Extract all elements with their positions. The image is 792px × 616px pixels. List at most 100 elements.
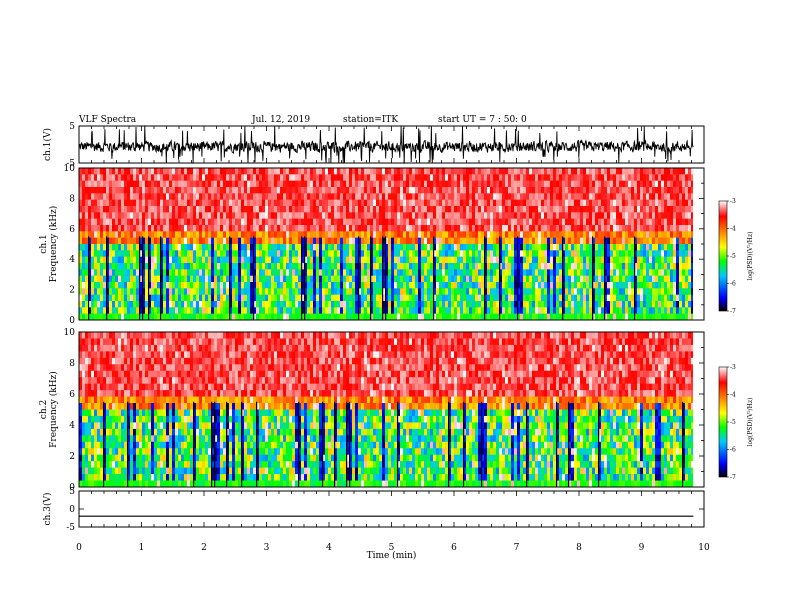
- spectrogram-cell: [556, 231, 559, 238]
- spectrogram-cell: [508, 257, 511, 264]
- spectrogram-cell: [529, 206, 532, 213]
- spectrogram-cell: [232, 288, 235, 295]
- spectrogram-cell: [523, 288, 526, 295]
- spectrogram-cell: [112, 301, 115, 308]
- spectrogram-cell: [175, 295, 178, 302]
- spectrogram-cell: [379, 181, 382, 188]
- spectrogram-cell: [388, 282, 391, 289]
- spectrogram-cell: [136, 231, 139, 238]
- spectrogram-cell: [586, 307, 589, 314]
- spectrogram-cell: [112, 181, 115, 188]
- spectrogram-cell: [319, 219, 322, 226]
- spectrogram-cell: [316, 231, 319, 238]
- spectrogram-cell: [616, 276, 619, 283]
- spectrogram-cell: [649, 193, 652, 200]
- spectrogram-cell: [538, 257, 541, 264]
- spectrogram-cell: [85, 314, 88, 321]
- spectrogram-cell: [625, 314, 628, 321]
- spectrogram-cell: [151, 206, 154, 213]
- spectrogram-cell: [115, 282, 118, 289]
- spectrogram-cell: [229, 181, 232, 188]
- spectrogram-cell: [250, 219, 253, 226]
- spectrogram-cell: [640, 212, 643, 219]
- spectrogram-cell: [286, 314, 289, 321]
- spectrogram-cell: [256, 288, 259, 295]
- spectrogram-cell: [385, 200, 388, 207]
- spectrogram-cell: [217, 257, 220, 264]
- spectrogram-cell: [148, 200, 151, 207]
- spectrogram-cell: [91, 307, 94, 314]
- spectrogram-cell: [397, 219, 400, 226]
- spectrogram-cell: [109, 193, 112, 200]
- spectrogram-cell: [622, 301, 625, 308]
- spectrogram-cell: [436, 225, 439, 232]
- spectrogram-cell: [289, 231, 292, 238]
- spectrogram-cell: [313, 257, 316, 264]
- spectrogram-cell: [469, 187, 472, 194]
- spectrogram-cell: [313, 269, 316, 276]
- spectrogram-cell: [94, 174, 97, 181]
- spectrogram-cell: [319, 168, 322, 175]
- spectrogram-cell: [100, 212, 103, 219]
- spectrogram-cell: [265, 288, 268, 295]
- spectrogram-cell: [313, 206, 316, 213]
- spectrogram-cell: [631, 219, 634, 226]
- spectrogram-cell: [601, 181, 604, 188]
- spectrogram-cell: [178, 244, 181, 251]
- spectrogram-cell: [274, 263, 277, 270]
- spectrogram-cell: [556, 244, 559, 251]
- spectrogram-cell: [553, 200, 556, 207]
- spectrogram-cell: [502, 238, 505, 245]
- spectrogram-cell: [319, 206, 322, 213]
- spectrogram-cell: [364, 200, 367, 207]
- spectrogram-cell: [265, 212, 268, 219]
- spectrogram-cell: [631, 231, 634, 238]
- spectrogram-cell: [133, 212, 136, 219]
- spectrogram-cell: [595, 193, 598, 200]
- spectrogram-cell: [631, 174, 634, 181]
- spectrogram-cell: [484, 187, 487, 194]
- spectrogram-cell: [547, 225, 550, 232]
- spectrogram-cell: [475, 187, 478, 194]
- spectrogram-cell: [187, 200, 190, 207]
- spectrogram-cell: [289, 225, 292, 232]
- spectrogram-cell: [490, 307, 493, 314]
- spectrogram-cell: [469, 168, 472, 175]
- spectrogram-cell: [613, 250, 616, 257]
- spectrogram-cell: [337, 288, 340, 295]
- spectrogram-cell: [127, 301, 130, 308]
- spectrogram-cell: [115, 276, 118, 283]
- spectrogram-cell: [553, 231, 556, 238]
- spectrogram-cell: [625, 212, 628, 219]
- spectrogram-cell: [463, 187, 466, 194]
- spectrogram-cell: [493, 174, 496, 181]
- spectrogram-cell: [265, 295, 268, 302]
- spectrogram-cell: [340, 244, 343, 251]
- spectrogram-cell: [361, 168, 364, 175]
- spectrogram-cell: [637, 257, 640, 264]
- spectrogram-cell: [121, 257, 124, 264]
- spectrogram-cell: [175, 314, 178, 321]
- spectrogram-cell: [154, 238, 157, 245]
- spectrogram-cell: [541, 257, 544, 264]
- spectrogram-cell: [325, 301, 328, 308]
- spectrogram-cell: [568, 174, 571, 181]
- spectrogram-cell: [172, 263, 175, 270]
- spectrogram-cell: [181, 288, 184, 295]
- spectrogram-cell: [655, 295, 658, 302]
- spectrogram-cell: [163, 257, 166, 264]
- spectrogram-cell: [220, 206, 223, 213]
- spectrogram-cell: [415, 263, 418, 270]
- spectrogram-cell: [421, 288, 424, 295]
- spectrogram-cell: [160, 187, 163, 194]
- spectrogram-cell: [394, 282, 397, 289]
- spectrogram-cell: [121, 276, 124, 283]
- spectrogram-cell: [184, 225, 187, 232]
- spectrogram-cell: [544, 314, 547, 321]
- spectrogram-cell: [115, 263, 118, 270]
- spectrogram-cell: [316, 244, 319, 251]
- spectrogram-cell: [535, 238, 538, 245]
- spectrogram-cell: [121, 206, 124, 213]
- spectrogram-cell: [469, 200, 472, 207]
- spectrogram-cell: [427, 225, 430, 232]
